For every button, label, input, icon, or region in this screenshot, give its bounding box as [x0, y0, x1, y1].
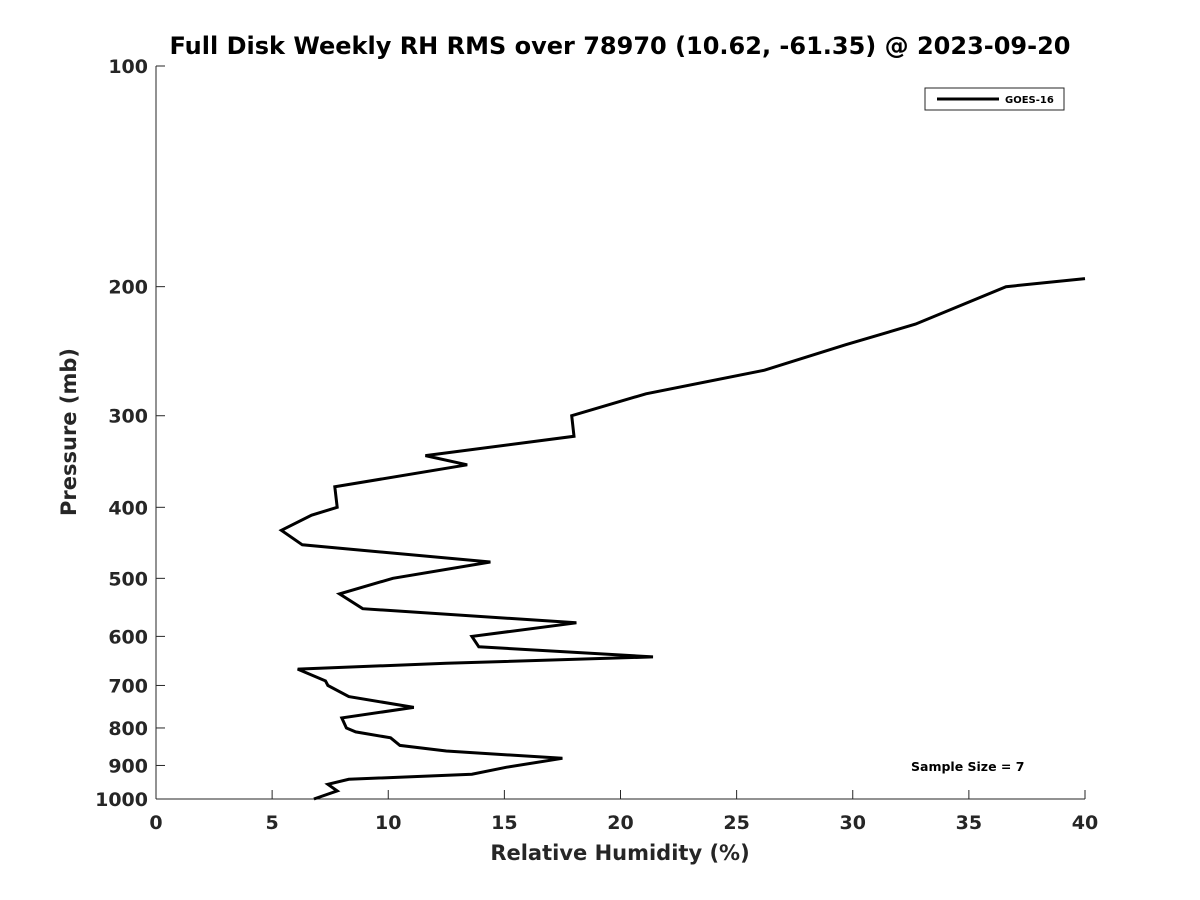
plot-background: [156, 66, 1085, 799]
x-tick-label: 10: [375, 812, 401, 834]
x-tick-label: 15: [491, 812, 517, 834]
y-tick-label: 1000: [95, 789, 148, 811]
x-axis-label: Relative Humidity (%): [490, 841, 749, 865]
y-tick-label: 300: [108, 406, 148, 428]
sample-size-annotation: Sample Size = 7: [911, 759, 1024, 774]
y-axis-ticks: 100 200 300 400 500 600 700 800 900 1000: [95, 56, 165, 811]
y-axis-label: Pressure (mb): [57, 348, 81, 516]
chart-title: Full Disk Weekly RH RMS over 78970 (10.6…: [169, 32, 1070, 60]
x-tick-label: 5: [266, 812, 279, 834]
x-tick-label: 35: [956, 812, 982, 834]
y-tick-label: 500: [108, 568, 148, 590]
y-tick-label: 900: [108, 755, 148, 777]
x-axis-ticks: 0 5 10 15 20 25 30 35 40: [149, 790, 1098, 834]
series-group: [278, 277, 1086, 801]
y-tick-label: 700: [108, 675, 148, 697]
y-tick-label: 400: [108, 497, 148, 519]
x-tick-label: 20: [607, 812, 633, 834]
x-tick-label: 25: [723, 812, 749, 834]
y-tick-label: 200: [108, 277, 148, 299]
plot-area: 0 5 10 15 20 25 30 35 40 100 200 300 400 500 600 700 80…: [95, 56, 1098, 834]
y-tick-label: 600: [108, 626, 148, 648]
legend: GOES-16: [924, 87, 1065, 111]
series-line-goes-16: [278, 277, 1086, 801]
x-tick-label: 30: [840, 812, 866, 834]
x-tick-label: 40: [1072, 812, 1098, 834]
x-tick-label: 0: [149, 812, 162, 834]
y-tick-label: 800: [108, 718, 148, 740]
y-tick-label: 100: [108, 56, 148, 78]
legend-label-goes-16: GOES-16: [1005, 95, 1054, 106]
